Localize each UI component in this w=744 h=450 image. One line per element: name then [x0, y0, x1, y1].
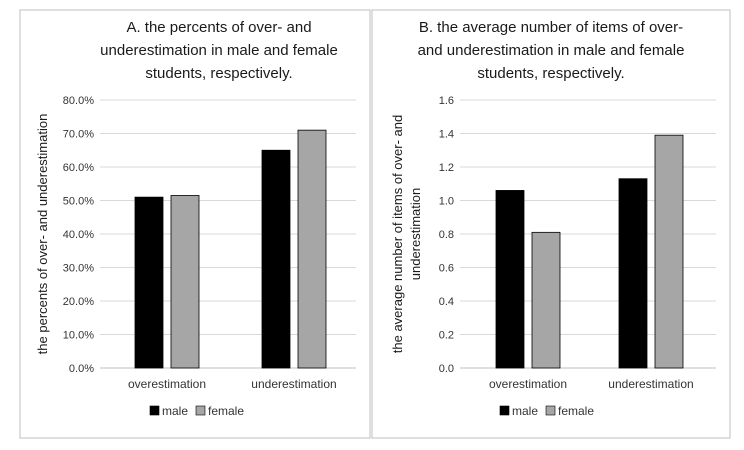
- y-tick-label: 0.6: [439, 263, 454, 275]
- panel-a-title-line-2: underestimation in male and female: [100, 42, 338, 59]
- bar-female-overestimation: [170, 195, 200, 369]
- bar-male-overestimation: [134, 196, 164, 369]
- bar-female-overestimation: [531, 231, 561, 369]
- y-tick-label: 40.0%: [63, 229, 94, 241]
- legend-swatch-female: [545, 405, 556, 416]
- y-tick-label: 60.0%: [63, 162, 94, 174]
- x-tick-label: overestimation: [489, 377, 567, 391]
- y-tick-label: 1.6: [439, 95, 454, 107]
- legend-swatch-female: [195, 405, 206, 416]
- panel-b-plot-area: 0.0 0.2 0.4 0.6 0.8 1.0 1.2 1.4 1.6 overestimatio…: [439, 95, 716, 391]
- legend-label-female: female: [558, 404, 594, 418]
- bar-female-underestimation: [297, 129, 327, 369]
- chart-panel-b: B. the average number of items of over- …: [371, 9, 731, 439]
- x-tick-label: underestimation: [608, 377, 693, 391]
- y-tick-label: 20.0%: [63, 296, 94, 308]
- bar-female-underestimation: [654, 134, 684, 369]
- panel-b-title-line-3: students, respectively.: [477, 65, 624, 82]
- panel-a-plot-area: 0.0% 10.0% 20.0% 30.0% 40.0% 50.0% 60.0% 70.0% 8…: [63, 95, 356, 391]
- y-tick-label: 1.4: [439, 129, 454, 141]
- y-tick-label: 0.4: [439, 296, 454, 308]
- bar-male-underestimation: [261, 149, 291, 369]
- y-tick-label: 80.0%: [63, 95, 94, 107]
- panel-b-title-line-2: and underestimation in male and female: [418, 42, 685, 59]
- bar-male-underestimation: [618, 178, 648, 369]
- chart-panel-a: A. the percents of over- and underestima…: [19, 9, 371, 439]
- y-tick-label: 30.0%: [63, 263, 94, 275]
- x-tick-label: underestimation: [251, 377, 336, 391]
- legend-label-male: male: [512, 404, 538, 418]
- panel-b-legend: male female: [499, 404, 594, 418]
- panel-b-y-axis-label-line-2: underestimation: [408, 188, 423, 281]
- y-tick-label: 1.0: [439, 196, 454, 208]
- panel-a-title-line-1: A. the percents of over- and: [126, 19, 311, 36]
- y-tick-label: 10.0%: [63, 330, 94, 342]
- y-tick-label: 0.0: [439, 363, 454, 375]
- y-tick-label: 50.0%: [63, 196, 94, 208]
- panel-a-y-axis-label: the percents of over- and underestimatio…: [35, 114, 50, 355]
- panel-b-y-axis-label-line-1: the average number of items of over- and: [390, 115, 405, 353]
- y-tick-label: 0.2: [439, 330, 454, 342]
- y-tick-label: 0.8: [439, 229, 454, 241]
- y-tick-label: 0.0%: [69, 363, 94, 375]
- panel-a-title-line-3: students, respectively.: [145, 65, 292, 82]
- panel-b-title-line-1: B. the average number of items of over-: [419, 19, 683, 36]
- legend-swatch-male: [499, 405, 510, 416]
- x-tick-label: overestimation: [128, 377, 206, 391]
- y-tick-label: 1.2: [439, 162, 454, 174]
- panel-a-legend: male female: [149, 404, 244, 418]
- y-tick-label: 70.0%: [63, 129, 94, 141]
- legend-label-male: male: [162, 404, 188, 418]
- bar-male-overestimation: [495, 190, 525, 369]
- legend-label-female: female: [208, 404, 244, 418]
- legend-swatch-male: [149, 405, 160, 416]
